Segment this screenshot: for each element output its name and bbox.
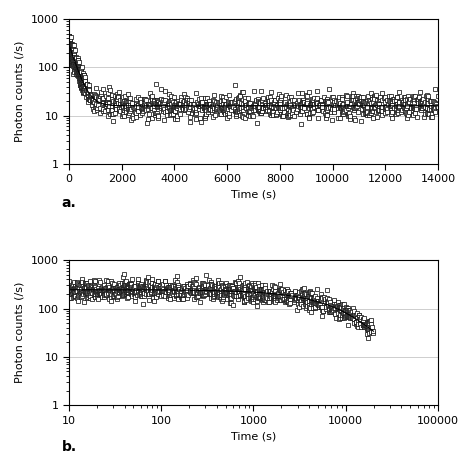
- X-axis label: Time (s): Time (s): [231, 190, 276, 200]
- Y-axis label: Photon counts (/s): Photon counts (/s): [15, 41, 25, 142]
- X-axis label: Time (s): Time (s): [231, 431, 276, 441]
- Text: a.: a.: [62, 196, 76, 210]
- Y-axis label: Photon counts (/s): Photon counts (/s): [15, 282, 25, 383]
- Text: b.: b.: [62, 440, 77, 454]
